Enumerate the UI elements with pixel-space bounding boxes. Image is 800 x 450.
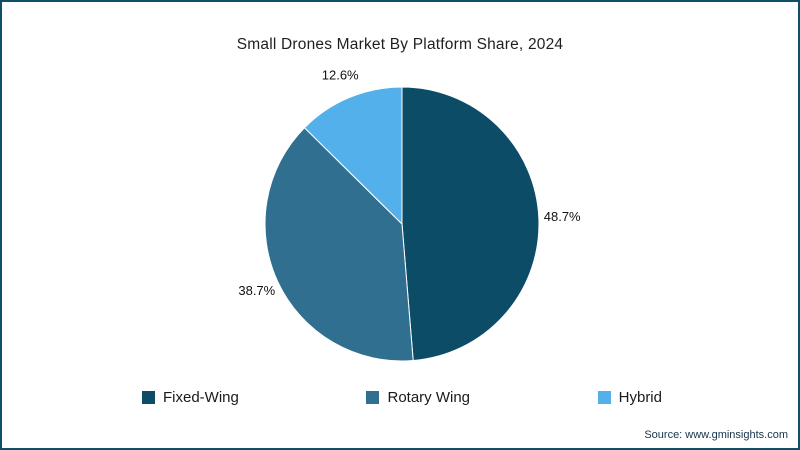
chart-title: Small Drones Market By Platform Share, 2… [236, 36, 564, 53]
legend-item-hybrid: Hybrid [597, 389, 662, 406]
legend-label-hybrid: Hybrid [618, 389, 662, 406]
chart-legend: Fixed-Wing Rotary Wing Hybrid [142, 389, 662, 406]
legend-item-rotary-wing: Rotary Wing [366, 389, 470, 406]
pie-chart: 48.7% 38.7% 12.6% [238, 68, 581, 362]
legend-label-fixed-wing: Fixed-Wing [163, 389, 239, 406]
legend-label-rotary-wing: Rotary Wing [387, 389, 471, 406]
pie-slice-fixed-wing [401, 86, 540, 362]
legend-swatch-hybrid [597, 391, 611, 404]
slice-label-rotary-wing: 38.7% [238, 283, 275, 298]
pie-slice-rotary-wing [264, 127, 414, 362]
pie-slice-hybrid [303, 86, 403, 226]
slice-label-hybrid: 12.6% [322, 68, 359, 83]
legend-swatch-rotary-wing [366, 391, 380, 404]
legend-swatch-fixed-wing [142, 391, 155, 404]
slice-label-fixed-wing: 48.7% [544, 209, 581, 224]
legend-item-fixed-wing: Fixed-Wing [142, 389, 239, 406]
source-note: Source: www.gminsights.com [644, 429, 788, 441]
